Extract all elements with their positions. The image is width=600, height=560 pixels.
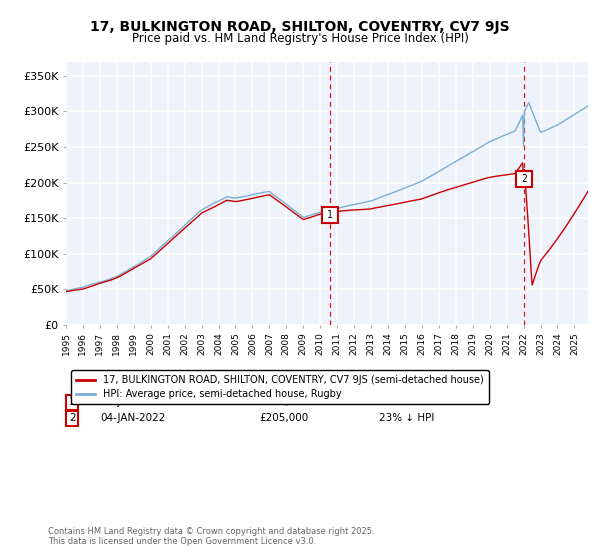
Text: 23% ↓ HPI: 23% ↓ HPI	[379, 413, 434, 423]
Text: 04-JAN-2022: 04-JAN-2022	[100, 413, 166, 423]
Text: Price paid vs. HM Land Registry's House Price Index (HPI): Price paid vs. HM Land Registry's House …	[131, 32, 469, 45]
Text: 2% ↑ HPI: 2% ↑ HPI	[379, 398, 428, 408]
Text: £154,000: £154,000	[259, 398, 308, 408]
Text: 17, BULKINGTON ROAD, SHILTON, COVENTRY, CV7 9JS: 17, BULKINGTON ROAD, SHILTON, COVENTRY, …	[90, 20, 510, 34]
Text: £205,000: £205,000	[259, 413, 308, 423]
Text: 2: 2	[69, 413, 76, 423]
Text: Contains HM Land Registry data © Crown copyright and database right 2025.
This d: Contains HM Land Registry data © Crown c…	[48, 526, 374, 546]
Text: 1: 1	[327, 210, 333, 220]
Text: 2: 2	[521, 174, 527, 184]
Legend: 17, BULKINGTON ROAD, SHILTON, COVENTRY, CV7 9JS (semi-detached house), HPI: Aver: 17, BULKINGTON ROAD, SHILTON, COVENTRY, …	[71, 371, 488, 404]
Text: 30-JUL-2010: 30-JUL-2010	[100, 398, 164, 408]
Text: 1: 1	[69, 398, 76, 408]
